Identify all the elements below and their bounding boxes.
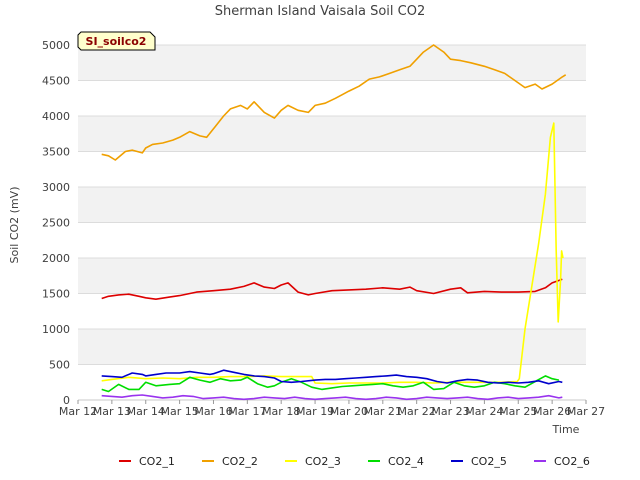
station-badge: SI_soilco2: [78, 32, 155, 50]
legend-label: CO2_2: [222, 455, 258, 468]
x-tick-label: Mar 19: [296, 405, 334, 418]
x-tick-label: Mar 18: [262, 405, 300, 418]
x-tick-label: Mar 15: [160, 405, 198, 418]
legend-label: CO2_5: [471, 455, 507, 468]
y-tick-label: 500: [49, 359, 70, 372]
x-axis-label: Time: [552, 423, 580, 436]
x-tick-label: Mar 17: [228, 405, 266, 418]
x-tick-label: Mar 16: [194, 405, 232, 418]
legend-label: CO2_6: [554, 455, 590, 468]
y-tick-label: 2000: [42, 252, 70, 265]
x-tick-label: Mar 26: [533, 405, 571, 418]
y-tick-label: 3500: [42, 146, 70, 159]
legend-label: CO2_4: [388, 455, 424, 468]
x-tick-label: Mar 24: [465, 405, 503, 418]
x-tick-label: Mar 20: [330, 405, 368, 418]
x-tick-label: Mar 23: [431, 405, 469, 418]
y-tick-label: 1000: [42, 323, 70, 336]
legend-label: CO2_1: [139, 455, 175, 468]
y-tick-label: 4500: [42, 75, 70, 88]
y-tick-label: 5000: [42, 39, 70, 52]
legend-label: CO2_3: [305, 455, 341, 468]
y-tick-label: 1500: [42, 288, 70, 301]
plot-band: [78, 329, 586, 365]
chart-title: Sherman Island Vaisala Soil CO2: [215, 4, 425, 19]
y-axis-label: Soil CO2 (mV): [8, 187, 21, 264]
plot-band: [78, 116, 586, 152]
chart: Sherman Island Vaisala Soil CO2 05001000…: [0, 0, 640, 480]
x-tick-label: Mar 12: [59, 405, 97, 418]
x-tick-label: Mar 25: [499, 405, 537, 418]
x-tick-label: Mar 21: [364, 405, 402, 418]
y-tick-label: 2500: [42, 217, 70, 230]
plot-band: [78, 187, 586, 223]
x-tick-label: Mar 13: [93, 405, 131, 418]
x-tick-label: Mar 14: [127, 405, 165, 418]
x-tick-label: Mar 22: [398, 405, 436, 418]
badge-label: SI_soilco2: [86, 35, 147, 48]
y-tick-label: 3000: [42, 181, 70, 194]
plot-band: [78, 258, 586, 294]
x-tick-label: Mar 27: [567, 405, 605, 418]
y-tick-label: 4000: [42, 110, 70, 123]
